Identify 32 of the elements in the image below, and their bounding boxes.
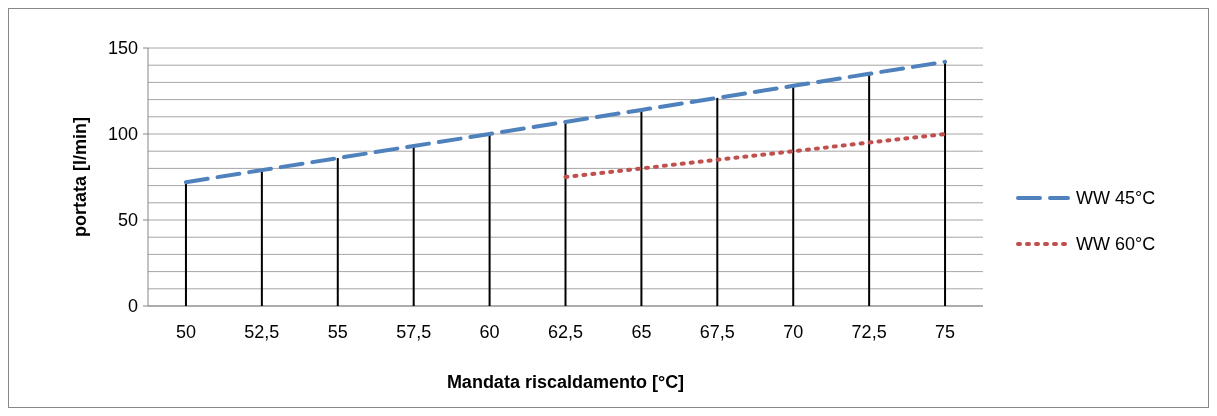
x-tick-label: 72,5 [851, 322, 887, 342]
bar [488, 134, 491, 306]
x-tick-label: 55 [327, 322, 348, 342]
x-tick-label: 57,5 [396, 322, 432, 342]
bar [944, 61, 947, 306]
x-tick-label: 65 [631, 322, 652, 342]
y-tick-label: 150 [107, 38, 138, 59]
x-tick-label: 67,5 [699, 322, 735, 342]
x-tick-label: 62,5 [547, 322, 584, 342]
y-tick-label: 0 [127, 296, 138, 317]
bar [792, 85, 795, 306]
bar [640, 109, 643, 306]
bar [260, 170, 263, 306]
x-tick-label: 52,5 [244, 322, 280, 342]
x-axis-title: Mandata riscaldamento [°C] [446, 372, 685, 392]
line-series [183, 59, 948, 185]
bar [412, 146, 415, 306]
y-tick-label: 50 [117, 210, 138, 231]
y-tick-label: 100 [107, 124, 138, 145]
x-tick-label: 50 [175, 322, 196, 342]
line-series [563, 132, 948, 179]
x-tick-label: 60 [479, 322, 500, 342]
bar [564, 121, 567, 306]
legend-label: WW 60°C [1076, 234, 1156, 255]
bar [184, 182, 187, 306]
bar [716, 97, 719, 306]
bar [868, 73, 871, 306]
y-axis-title: portata [l/min] [70, 117, 90, 237]
x-tick-label: 70 [783, 322, 804, 342]
bar [336, 158, 339, 306]
legend-label: WW 45°C [1076, 188, 1156, 209]
x-tick-label: 75 [935, 322, 956, 342]
